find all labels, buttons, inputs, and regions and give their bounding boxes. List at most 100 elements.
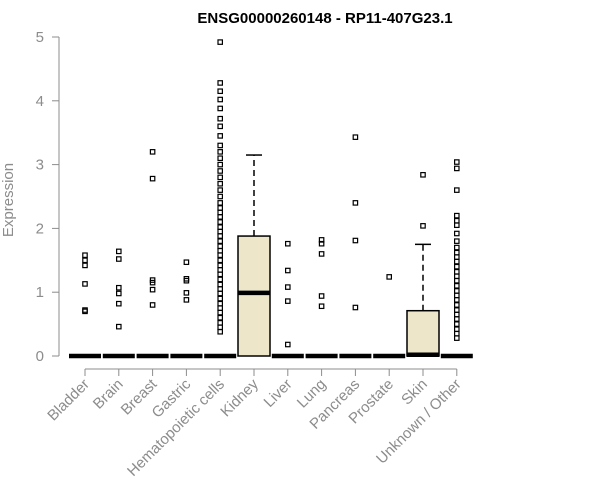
outlier-point: [217, 305, 224, 311]
box-group: [170, 259, 203, 359]
outlier-point: [217, 324, 224, 331]
outlier-point: [217, 252, 224, 258]
outlier-point: [217, 320, 224, 326]
outlier-point: [420, 172, 426, 178]
outlier-point: [318, 293, 325, 299]
outlier-point: [454, 238, 460, 244]
outlier-point: [217, 219, 224, 225]
outlier-point: [454, 283, 460, 289]
outlier-point: [217, 214, 224, 220]
outlier-point: [115, 256, 122, 262]
y-axis: 0 1 2 3 4 5: [36, 29, 60, 365]
outlier-point: [217, 233, 224, 239]
outlier-point: [454, 263, 460, 270]
outlier-point: [149, 149, 156, 155]
y-tick-label: 0: [36, 348, 44, 365]
outlier-point: [217, 262, 224, 269]
outlier-point: [454, 316, 460, 322]
outlier-point: [217, 80, 224, 86]
outlier-point: [115, 290, 122, 297]
outlier-point: [217, 123, 224, 130]
box-group: [440, 159, 473, 359]
box-group: [406, 172, 440, 357]
outlier-point: [149, 286, 156, 293]
outlier-point: [285, 298, 291, 304]
outlier-point: [285, 341, 291, 348]
outlier-point: [149, 277, 156, 283]
y-tick-label: 1: [36, 284, 44, 301]
outlier-point: [454, 326, 460, 333]
outlier-point: [217, 286, 224, 292]
outlier-point: [454, 335, 460, 341]
box-group: [237, 154, 271, 357]
outlier-point: [217, 161, 224, 168]
outlier-point: [115, 284, 122, 291]
outlier-point: [454, 249, 460, 256]
outlier-point: [285, 240, 291, 247]
outlier-point: [454, 222, 460, 229]
outlier-point: [454, 165, 460, 172]
outlier-point: [217, 243, 224, 250]
outlier-point: [454, 230, 460, 237]
outlier-point: [217, 168, 224, 174]
outlier-point: [217, 193, 224, 200]
outlier-point: [454, 212, 460, 219]
outlier-point: [318, 237, 325, 243]
outlier-point: [183, 290, 190, 296]
outlier-point: [217, 88, 224, 95]
outlier-point: [217, 142, 224, 149]
outlier-point: [217, 238, 224, 244]
outlier-point: [217, 328, 224, 335]
box-group: [373, 274, 406, 359]
y-tick-label: 4: [36, 93, 44, 110]
outlier-point: [217, 115, 224, 122]
outlier-point: [183, 259, 190, 266]
box-group: [102, 248, 135, 359]
chart-title: ENSG00000260148 - RP11-407G23.1: [197, 10, 452, 27]
outlier-point: [217, 247, 224, 254]
outlier-point: [217, 174, 224, 181]
outlier-point: [115, 300, 122, 307]
outlier-point: [217, 224, 224, 230]
outlier-point: [217, 228, 224, 235]
outlier-point: [454, 297, 460, 303]
outlier-point: [149, 175, 156, 182]
outlier-point: [217, 309, 224, 316]
box-iqr: [237, 235, 271, 357]
outlier-point: [386, 274, 393, 280]
outlier-point: [454, 187, 460, 193]
outlier-point: [115, 248, 122, 255]
y-tick-label: 2: [36, 220, 44, 237]
outlier-point: [217, 267, 224, 273]
outlier-point: [82, 252, 88, 258]
outlier-point: [217, 96, 224, 103]
outlier-point: [352, 237, 359, 244]
outlier-point: [285, 267, 291, 274]
outlier-point: [217, 257, 224, 264]
x-tick-label: Bladder: [44, 376, 93, 425]
box-group: [136, 149, 169, 359]
outlier-point: [454, 302, 460, 308]
box-group: [339, 134, 372, 359]
outlier-point: [149, 302, 156, 308]
y-axis-label: Expression: [0, 163, 17, 237]
y-tick-label: 3: [36, 157, 44, 174]
outlier-point: [352, 304, 359, 311]
outlier-point: [82, 257, 88, 264]
outlier-point: [454, 277, 460, 284]
outlier-point: [217, 205, 224, 211]
box-group: [271, 240, 304, 359]
outlier-point: [82, 307, 88, 313]
outlier-point: [454, 292, 460, 299]
outlier-point: [217, 300, 224, 307]
outlier-point: [217, 105, 224, 112]
box-group: [204, 39, 237, 359]
outlier-point: [217, 187, 224, 193]
outlier-point: [352, 134, 359, 140]
y-tick-label: 5: [36, 29, 44, 46]
outlier-point: [285, 284, 291, 290]
outlier-point: [82, 308, 88, 315]
outlier-point: [454, 273, 460, 280]
